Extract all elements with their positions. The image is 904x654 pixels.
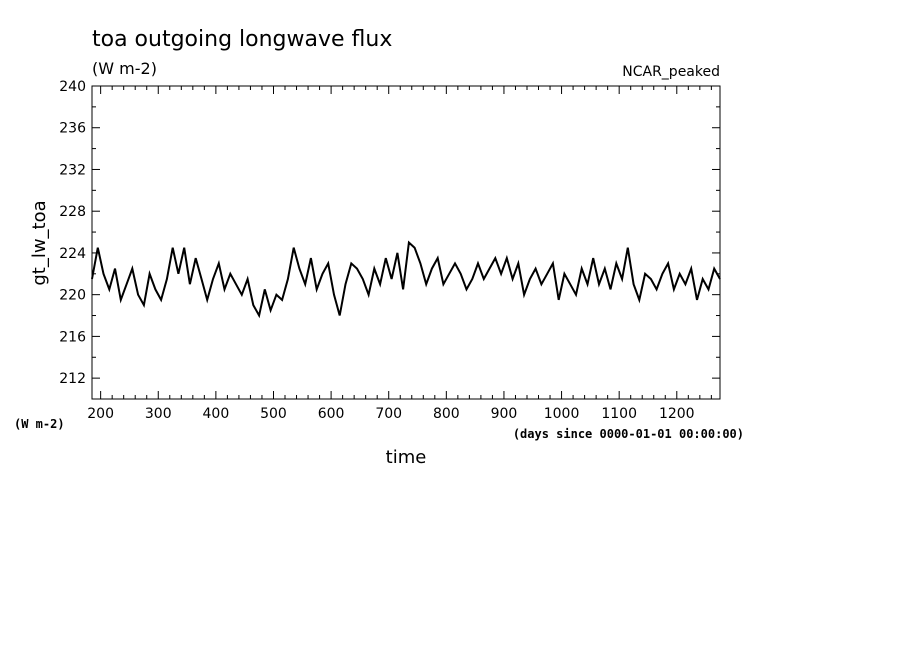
x-tick-label: 700 — [375, 406, 402, 422]
x-tick-label: 1100 — [601, 406, 637, 422]
y-tick-label: 212 — [59, 371, 86, 387]
x-tick-label: 1200 — [659, 406, 695, 422]
y-axis-units: (W m-2) — [14, 417, 65, 431]
y-tick-label: 216 — [59, 329, 86, 345]
chart-title: toa outgoing longwave flux — [92, 27, 392, 52]
y-tick-label: 232 — [59, 162, 86, 178]
plot-frame — [91, 85, 721, 400]
y-tick-label: 224 — [59, 246, 86, 262]
y-axis: 212 216 220 224 228 232 236 240 — [59, 79, 720, 400]
x-tick-label: 500 — [260, 406, 287, 422]
x-axis-note: (days since 0000-01-01 00:00:00) — [513, 427, 744, 441]
x-tick-label: 900 — [491, 406, 518, 422]
y-tick-label: 220 — [59, 288, 86, 304]
x-tick-label: 800 — [433, 406, 460, 422]
x-tick-label: 300 — [145, 406, 172, 422]
x-tick-label: 600 — [318, 406, 345, 422]
x-tick-label: 400 — [203, 406, 230, 422]
x-tick-label: 1000 — [544, 406, 580, 422]
y-tick-label: 240 — [59, 79, 86, 95]
chart-units: (W m-2) — [92, 59, 157, 78]
x-axis: 200 300 400 500 600 700 800 900 1000 1100 1200 — [87, 86, 712, 422]
y-tick-label: 236 — [59, 121, 86, 137]
y-axis-label: gt_lw_toa — [29, 200, 50, 285]
x-tick-label: 200 — [87, 406, 114, 422]
y-tick-label: 228 — [59, 204, 86, 220]
series-line — [91, 240, 721, 319]
x-axis-label: time — [386, 447, 427, 468]
case-name-label: NCAR_peaked — [622, 64, 720, 80]
